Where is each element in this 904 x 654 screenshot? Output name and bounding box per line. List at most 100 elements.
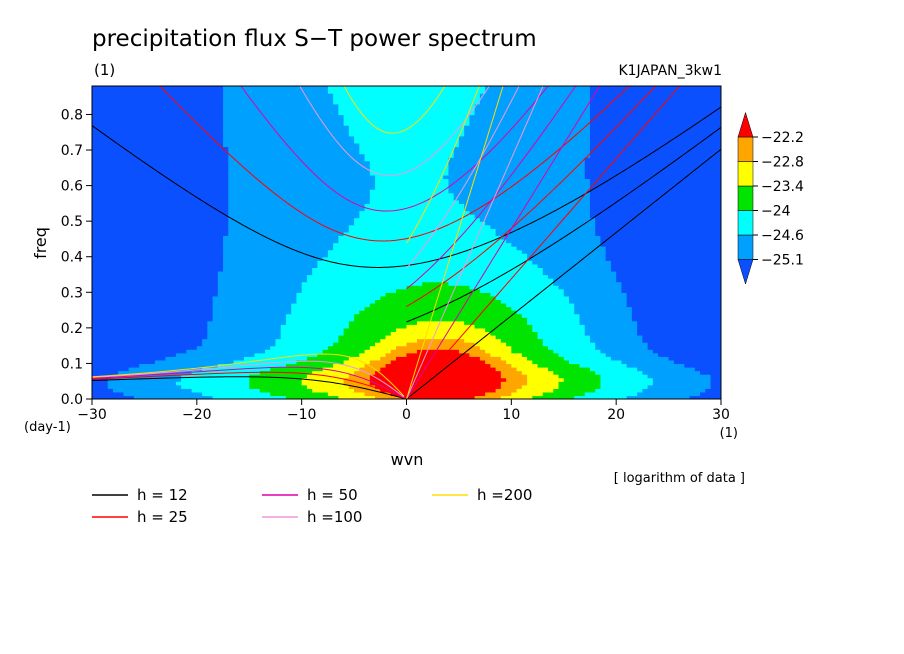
- heat-cell: [285, 317, 355, 322]
- heat-cell: [92, 228, 229, 233]
- heat-cell: [416, 320, 465, 325]
- heat-cell: [652, 349, 721, 354]
- heat-cell: [223, 142, 360, 148]
- mixed-rossby-gravity-curve: [406, 86, 657, 307]
- heat-cell: [181, 374, 250, 379]
- heat-cell: [710, 374, 721, 379]
- heat-cell: [92, 338, 203, 343]
- heat-cell: [354, 313, 523, 318]
- heat-cell: [589, 185, 721, 190]
- heat-cell: [416, 349, 460, 354]
- heat-cell: [306, 278, 554, 283]
- heat-cell: [217, 270, 313, 276]
- heat-cell: [249, 384, 308, 389]
- heat-cell: [490, 331, 539, 336]
- heat-cell: [228, 228, 350, 233]
- heat-cell: [92, 157, 229, 162]
- heat-cell: [448, 157, 586, 162]
- heat-cell: [92, 295, 214, 301]
- heat-cell: [390, 349, 418, 354]
- heat-cell: [92, 253, 224, 258]
- heat-cell: [589, 153, 721, 158]
- heat-cell: [333, 242, 512, 247]
- heat-cell: [500, 299, 570, 304]
- heat-cell: [107, 377, 182, 382]
- heat-cell: [710, 384, 721, 389]
- heat-cell: [223, 139, 355, 144]
- heat-cell: [610, 260, 721, 265]
- heat-cell: [348, 132, 465, 137]
- heat-cell: [616, 270, 721, 276]
- heat-cell: [563, 377, 602, 382]
- heat-cell: [92, 121, 224, 126]
- heat-cell: [107, 381, 177, 386]
- heat-cell: [652, 381, 712, 386]
- heat-cell: [500, 374, 528, 379]
- heat-cell: [165, 356, 245, 361]
- heat-cell: [369, 192, 455, 197]
- heat-cell: [343, 331, 392, 336]
- heat-cell: [92, 182, 229, 187]
- heat-cell: [542, 342, 596, 347]
- heat-cell: [92, 381, 109, 386]
- heat-cell: [458, 135, 591, 140]
- heat-cell: [537, 363, 581, 368]
- heat-cell: [92, 349, 187, 354]
- heat-cell: [212, 299, 298, 304]
- kelvin-curve: [406, 86, 681, 399]
- heat-cell: [223, 267, 313, 272]
- heat-cell: [600, 238, 721, 244]
- heat-cell: [228, 167, 371, 172]
- heat-cell: [637, 327, 721, 333]
- heat-cell: [380, 366, 497, 372]
- heat-cell: [348, 228, 497, 233]
- heat-cell: [616, 274, 721, 279]
- heat-cell: [553, 370, 596, 375]
- heat-cell: [228, 182, 376, 187]
- heat-cell: [500, 370, 523, 375]
- heat-cell: [223, 93, 334, 98]
- x-axis: −30 −20 −10 0 10 20 30: [77, 399, 730, 423]
- heat-cell: [92, 210, 229, 215]
- heat-cell: [401, 395, 476, 399]
- heat-cell: [296, 295, 381, 301]
- heat-cell: [92, 189, 229, 194]
- heat-cell: [228, 171, 371, 176]
- heat-cell: [605, 253, 721, 258]
- heat-cell: [584, 331, 638, 336]
- heat-cell: [469, 121, 591, 126]
- heat-cell: [217, 281, 303, 286]
- heat-cell: [574, 310, 633, 315]
- heat-cell: [375, 178, 450, 183]
- heat-cell: [595, 370, 643, 375]
- heat-cell: [396, 356, 481, 361]
- heat-cell: [453, 153, 591, 158]
- heat-cell: [448, 182, 591, 187]
- heat-cell: [348, 125, 465, 130]
- heat-cell: [92, 384, 109, 389]
- x-tick-label: −30: [77, 407, 107, 423]
- heat-cell: [642, 388, 706, 393]
- heat-cell: [579, 320, 638, 325]
- heat-cell: [464, 206, 591, 212]
- heat-cell: [212, 306, 292, 311]
- heat-cell: [500, 338, 544, 343]
- y-tick-label: 0.0: [61, 392, 83, 408]
- heat-cell: [380, 338, 418, 343]
- heat-cell: [354, 135, 460, 140]
- heat-cell: [458, 142, 591, 148]
- heat-cell: [464, 132, 591, 137]
- x-tick-label: 0: [402, 407, 411, 423]
- heat-cell: [217, 285, 303, 290]
- heat-cell: [92, 214, 229, 219]
- heat-cell: [589, 338, 643, 343]
- heat-cell: [343, 359, 371, 365]
- heat-cell: [380, 295, 497, 301]
- heat-cell: [364, 153, 455, 158]
- heat-cell: [485, 221, 596, 226]
- heat-cell: [285, 320, 350, 325]
- heat-cell: [532, 324, 586, 329]
- heat-cell: [600, 377, 654, 382]
- heat-cell: [317, 263, 539, 268]
- heat-cell: [610, 356, 670, 361]
